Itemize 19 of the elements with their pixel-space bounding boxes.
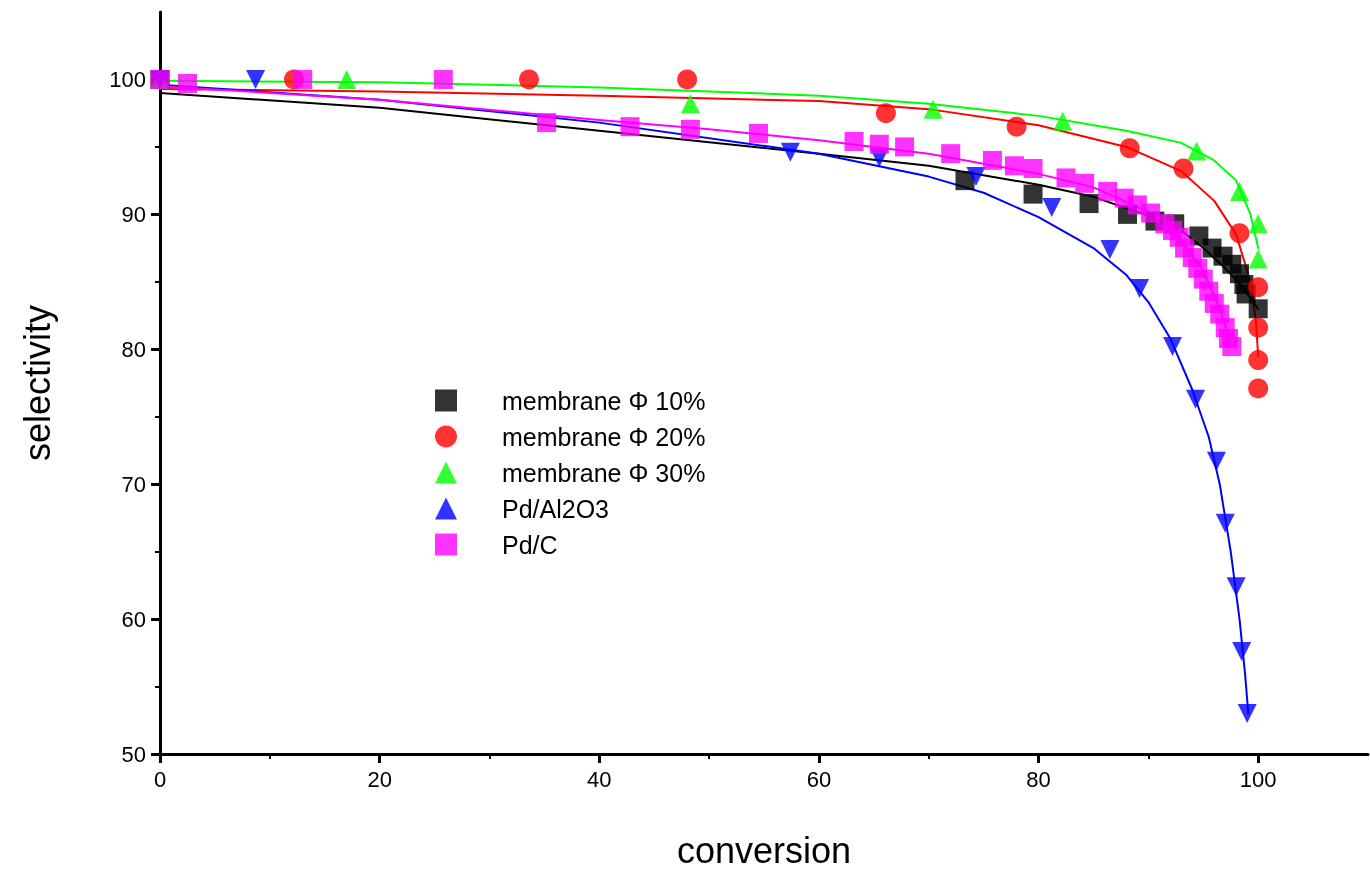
x-tick-label: 40 bbox=[587, 766, 612, 792]
y-tick-label: 100 bbox=[109, 66, 146, 92]
y-tick-label: 70 bbox=[121, 471, 146, 497]
y-tick-label: 90 bbox=[121, 201, 146, 227]
x-tick-label: 0 bbox=[153, 766, 167, 792]
y-tick-label: 60 bbox=[121, 606, 146, 632]
legend-label: membrane Φ 20% bbox=[502, 422, 706, 451]
x-axis-title: conversion bbox=[676, 829, 852, 871]
legend-label: membrane Φ 10% bbox=[502, 386, 706, 415]
x-tick-label: 20 bbox=[367, 766, 392, 792]
y-tick-label: 80 bbox=[121, 336, 146, 362]
legend-label: Pd/C bbox=[502, 530, 558, 559]
legend-label: Pd/Al2O3 bbox=[502, 494, 610, 523]
x-tick-label: 100 bbox=[1239, 766, 1277, 792]
legend-label: membrane Φ 30% bbox=[502, 458, 706, 487]
x-tick-label: 60 bbox=[806, 766, 832, 792]
y-axis-title: selectivity bbox=[16, 304, 58, 462]
y-tick-label: 50 bbox=[121, 741, 146, 767]
x-tick-label: 80 bbox=[1026, 766, 1051, 792]
